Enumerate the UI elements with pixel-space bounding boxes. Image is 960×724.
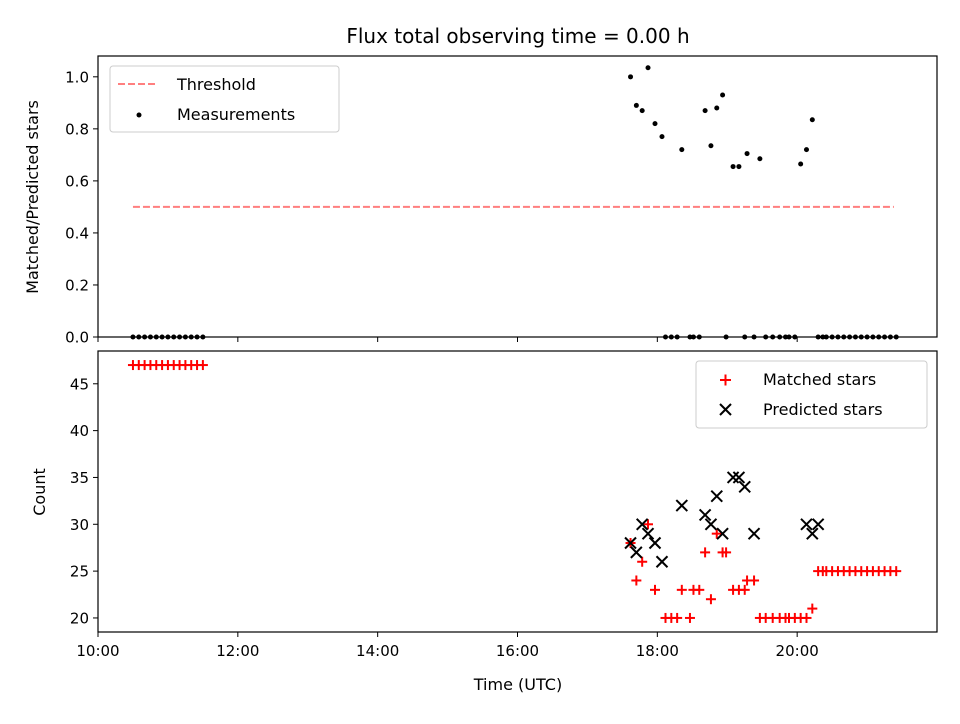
y-tick-label: 0.4 [65,224,89,242]
x-tick-label: 16:00 [496,642,539,660]
bottom-panel-axes: 10:00 12:00 14:00 16:00 18:00 20:00 20 25 30 35 40… [70,375,819,660]
x-tick-label: 14:00 [356,642,399,660]
bottom-panel: 10:00 12:00 14:00 16:00 18:00 20:00 20 25 30 35 40… [30,350,938,694]
predicted-star-point [648,536,662,550]
y-tick-label: 25 [70,563,89,581]
predicted-star-point [738,480,751,494]
matched-star-point [739,584,750,595]
bottom-panel-ylabel: Count [30,468,49,516]
predicted-star-point [641,527,655,540]
predicted-star-point [710,489,723,503]
y-tick-label: 0.0 [65,329,89,347]
measurement-point [720,92,726,98]
matched-star-point [672,612,683,623]
matched-star-point [197,360,208,371]
x-tick-label: 10:00 [76,642,119,660]
predicted-star-point [698,508,712,522]
measurement-point [645,65,651,71]
chart-title: Flux total observing time = 0.00 h [346,24,689,48]
top-panel: 0.0 0.2 0.4 0.6 0.8 1.0 Matched/Predicted sta… [23,55,938,347]
y-tick-label: 1.0 [65,68,89,86]
measurement-point [736,164,742,170]
matched-star-point [643,519,654,530]
measurement-point [639,108,645,114]
matched-star-point [631,575,642,586]
matched-star-point [721,547,732,558]
predicted-star-point [624,536,637,550]
predicted-star-point [726,471,740,484]
matched-star-point [637,556,648,567]
predicted-star-point [800,518,813,531]
measurement-point [809,117,815,123]
y-tick-label: 45 [70,375,89,393]
measurement-point [708,143,714,149]
predicted-star-point [747,527,761,540]
top-legend-frame [109,65,340,133]
bottom-panel-xlabel: Time (UTC) [473,675,562,694]
predicted-star-point [806,527,819,540]
matched-star-point [807,603,818,614]
y-tick-label: 30 [70,516,89,534]
matched-star-point [650,584,661,595]
matched-legend-marker [720,374,731,386]
matched-star-point [700,547,711,558]
predicted-star-point [655,555,669,568]
x-tick-label: 20:00 [776,642,819,660]
top-panel-frame [97,55,938,338]
threshold-legend-label: Threshold [176,75,256,94]
predicted-star-point [811,518,825,531]
matched-star-point [711,528,722,539]
measurements-legend-marker [136,112,142,118]
measurement-point [714,105,720,111]
predicted-legend-marker [719,403,732,416]
top-panel-ylabel: Matched/Predicted stars [23,100,42,294]
measurement-point [659,134,665,140]
bottom-panel-frame [97,350,938,633]
measurement-point [628,74,634,80]
measurement-point [757,156,763,162]
measurement-point [652,121,658,127]
y-tick-label: 0.8 [65,120,89,138]
matched-star-point [891,566,902,577]
predicted-star-point [630,546,643,559]
matched-star-point [676,584,687,595]
x-tick-label: 12:00 [216,642,259,660]
y-tick-label: 40 [70,422,89,440]
measurement-point [744,151,750,157]
measurement-point [798,161,804,167]
matched-star-point [694,584,705,595]
matched-star-point [801,612,812,623]
predicted-star-point [704,518,718,531]
predicted-star-point [716,527,729,540]
matched-star-point [705,594,716,605]
top-panel-marks [130,65,899,340]
predicted-star-point [732,471,746,484]
matched-star-point [684,612,695,623]
y-tick-label: 20 [70,609,89,627]
top-panel-legend: Threshold Measurements [109,65,340,133]
bottom-legend-frame [695,360,928,429]
bottom-panel-marks [127,360,902,623]
matched-legend-label: Matched stars [763,370,876,389]
measurement-point [702,108,708,114]
predicted-star-point [635,518,649,531]
matched-star-point [749,575,760,586]
measurements-legend-label: Measurements [177,105,295,124]
y-tick-label: 0.2 [65,276,89,294]
measurement-point [679,147,685,153]
x-tick-label: 18:00 [636,642,679,660]
measurement-point [803,147,809,153]
predicted-star-point [675,499,689,512]
top-panel-axes: 0.0 0.2 0.4 0.6 0.8 1.0 [65,68,798,347]
y-tick-label: 35 [70,469,89,487]
measurement-point [633,102,639,108]
predicted-legend-label: Predicted stars [763,400,883,419]
measurement-point [730,164,736,170]
y-tick-label: 0.6 [65,172,89,190]
bottom-panel-legend: Matched stars Predicted stars [695,360,928,429]
